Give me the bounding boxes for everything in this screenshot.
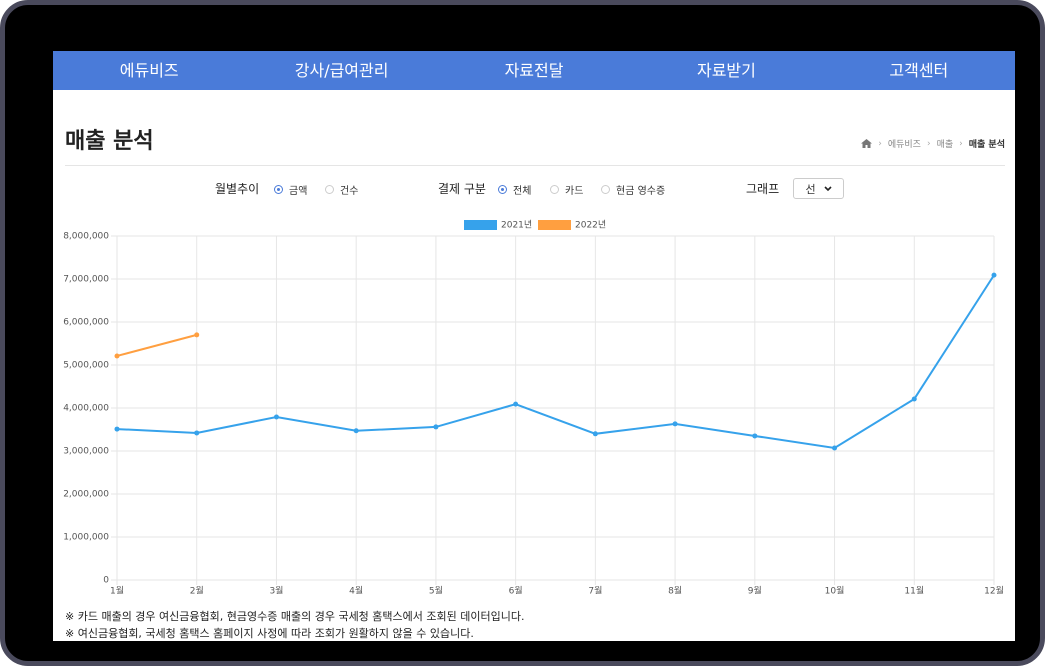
y-tick-label: 3,000,000 [63, 447, 109, 457]
y-tick-label: 7,000,000 [63, 275, 109, 285]
x-tick-label: 12월 [984, 585, 1004, 597]
data-point [592, 431, 598, 437]
chart: 0 1,000,000 2,000,000 3,000,000 4,000,000 5,0… [63, 220, 1004, 597]
breadcrumb-item[interactable]: 에듀비즈 [887, 140, 921, 150]
series-line [116, 274, 995, 450]
legend-label: 2021년 [501, 220, 532, 231]
y-tick-label: 0 [103, 576, 109, 586]
select-value: 선 [805, 182, 816, 196]
x-tick-label: 10월 [825, 585, 845, 597]
option-label: 현금 영수증 [616, 186, 666, 197]
data-point [672, 421, 678, 427]
option-label: 카드 [565, 186, 584, 197]
option-label: 건수 [340, 186, 359, 197]
graph-select[interactable]: 선 [793, 178, 844, 199]
x-tick-label: 11월 [904, 585, 924, 597]
nav-item[interactable]: 에듀비즈 [119, 61, 179, 80]
data-point [353, 428, 359, 434]
x-tick-label: 6월 [509, 585, 523, 597]
x-tick-label: 2월 [190, 585, 204, 597]
separator: › [878, 138, 882, 149]
x-tick-label: 9월 [748, 585, 762, 597]
nav-item[interactable]: 강사/급여관리 [294, 61, 389, 80]
data-point [273, 414, 279, 420]
radio[interactable] [601, 185, 610, 194]
x-tick-label: 1월 [110, 585, 124, 597]
radio[interactable] [325, 185, 334, 194]
nav-bar: 에듀비즈 강사/급여관리 자료전달 자료받기 고객센터 [53, 51, 1015, 90]
data-point [194, 430, 200, 436]
x-tick-label: 3월 [269, 585, 283, 597]
filter-label: 그래프 [746, 182, 780, 196]
y-tick-label: 6,000,000 [63, 318, 109, 328]
legend-swatch [538, 220, 571, 230]
breadcrumb-item: 매출 분석 [968, 140, 1005, 150]
legend-swatch [464, 220, 497, 230]
radio[interactable] [550, 185, 559, 194]
radio-option[interactable]: 금액 [274, 182, 307, 197]
x-tick-label: 7월 [588, 585, 602, 597]
filter-label: 결제 구분 [438, 182, 486, 196]
radio[interactable] [274, 185, 283, 194]
y-tick-label: 4,000,000 [63, 404, 109, 414]
nav-item[interactable]: 자료받기 [696, 61, 756, 80]
legend-label: 2022년 [575, 220, 606, 231]
radio-option[interactable]: 전체 [498, 182, 531, 197]
x-tick-label: 8월 [668, 585, 682, 597]
data-point [513, 401, 519, 407]
x-tick-label: 5월 [429, 585, 443, 597]
x-tick-label: 4월 [349, 585, 363, 597]
y-tick-label: 8,000,000 [63, 232, 109, 242]
data-point [911, 396, 917, 402]
separator: › [959, 138, 963, 149]
radio-option[interactable]: 건수 [325, 182, 358, 197]
filter-label: 월별추이 [215, 182, 260, 196]
series-line [116, 333, 197, 357]
radio-option[interactable]: 현금 영수증 [601, 182, 665, 197]
home-icon[interactable] [861, 139, 873, 148]
nav-item[interactable]: 고객센터 [889, 61, 949, 80]
data-point [832, 445, 838, 451]
page-title: 매출 분석 [65, 129, 154, 154]
radio[interactable] [498, 185, 507, 194]
page: 에듀비즈 강사/급여관리 자료전달 자료받기 고객센터 매출 분석 › 에듀비즈 › 매출 › 매… [53, 51, 1015, 641]
option-label: 전체 [513, 186, 532, 197]
data-point [114, 353, 120, 359]
separator: › [926, 138, 931, 149]
divider [65, 165, 1005, 166]
note: ※ 여신금융협회, 국세청 홈택스 홈페이지 사정에 따라 조회가 원활하지 않… [65, 627, 474, 640]
data-point [114, 426, 120, 432]
option-label: 금액 [289, 186, 308, 197]
radio-option[interactable]: 카드 [550, 182, 583, 197]
data-point [752, 433, 758, 439]
data-point [991, 272, 997, 278]
y-tick-label: 1,000,000 [63, 533, 109, 543]
breadcrumb: › 에듀비즈 › 매출 › 매출 분석 [861, 137, 1005, 150]
nav-item[interactable]: 자료전달 [504, 61, 564, 80]
data-point [433, 424, 439, 430]
chevron [823, 185, 832, 191]
note: ※ 카드 매출의 경우 여신금융협회, 현금영수증 매출의 경우 국세청 홈택스… [65, 610, 525, 623]
breadcrumb-item[interactable]: 매출 [936, 140, 954, 150]
data-point [194, 332, 200, 338]
y-tick-label: 2,000,000 [63, 490, 109, 500]
y-tick-label: 5,000,000 [63, 361, 109, 371]
